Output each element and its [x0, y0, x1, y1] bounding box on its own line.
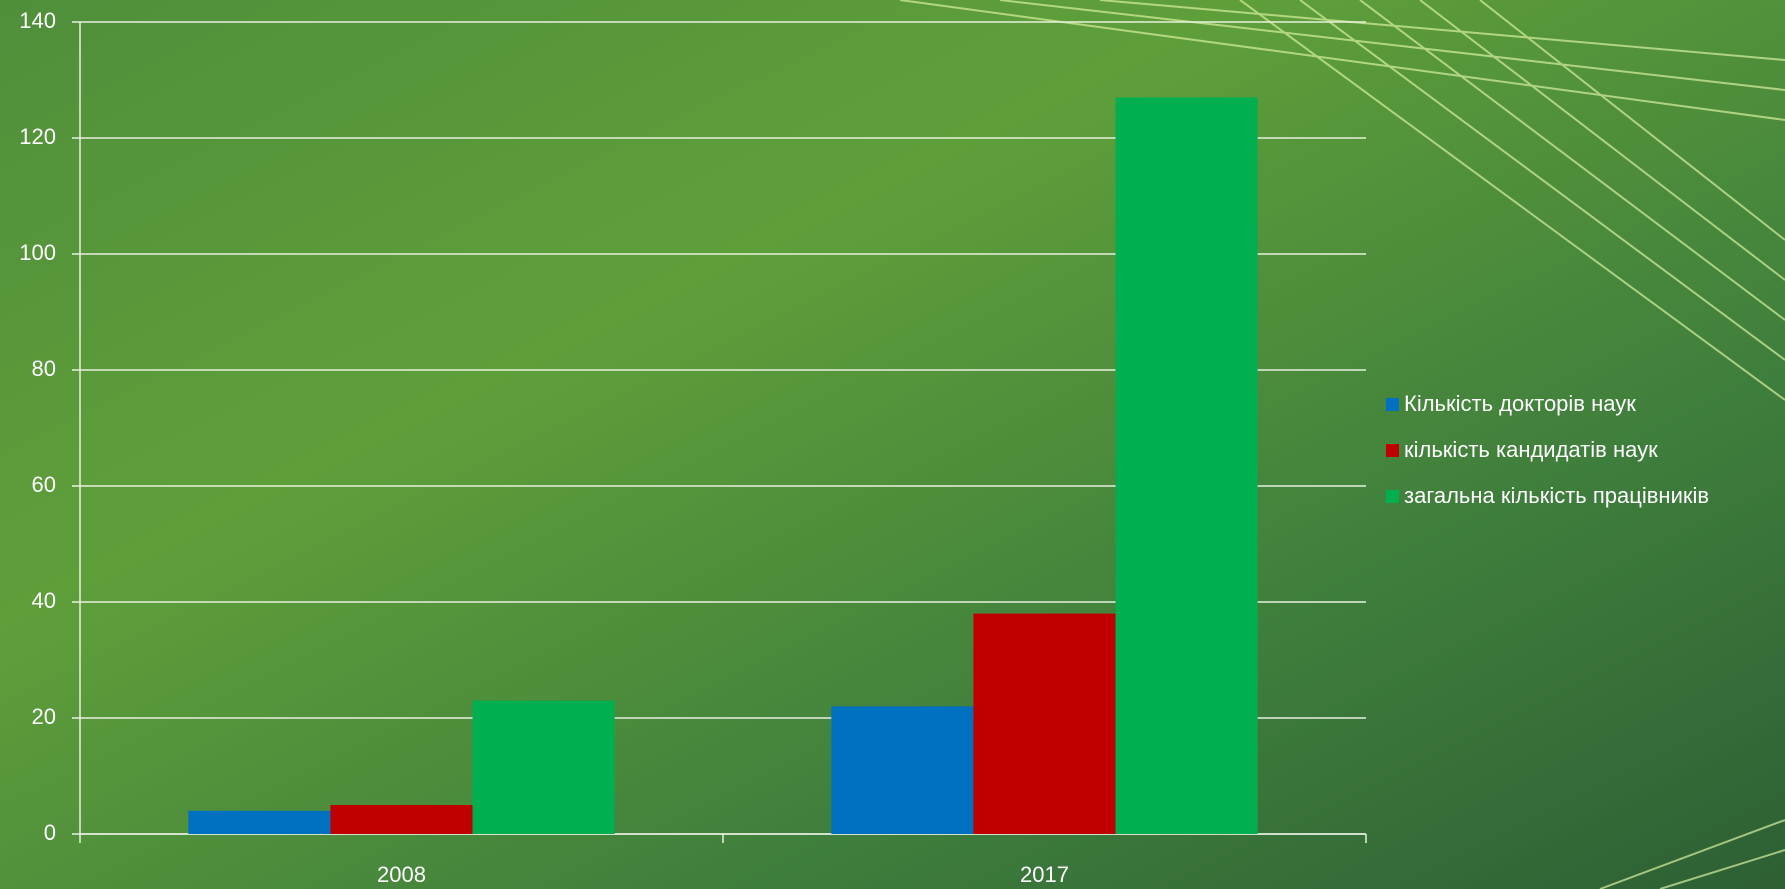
- bar: [831, 706, 974, 834]
- y-tick-label: 0: [44, 820, 56, 845]
- bar: [973, 613, 1116, 834]
- y-tick-label: 20: [32, 704, 56, 729]
- legend-label: загальна кількість працівників: [1404, 483, 1709, 508]
- bar: [188, 810, 331, 834]
- bar: [472, 700, 615, 834]
- legend-swatch: [1386, 444, 1399, 457]
- legend-label: кількість кандидатів наук: [1404, 437, 1658, 462]
- y-tick-label: 80: [32, 356, 56, 381]
- legend-label: Кількість докторів наук: [1404, 391, 1636, 416]
- y-tick-label: 100: [19, 240, 56, 265]
- y-tick-label: 120: [19, 124, 56, 149]
- decorative-lines: [899, 0, 1785, 889]
- y-tick-label: 40: [32, 588, 56, 613]
- bar: [330, 805, 473, 834]
- x-tick-label: 2017: [1020, 862, 1069, 887]
- legend-swatch: [1386, 490, 1399, 503]
- x-tick-label: 2008: [377, 862, 426, 887]
- y-tick-label: 140: [19, 8, 56, 33]
- legend-swatch: [1386, 398, 1399, 411]
- bar: [1115, 97, 1258, 834]
- y-tick-label: 60: [32, 472, 56, 497]
